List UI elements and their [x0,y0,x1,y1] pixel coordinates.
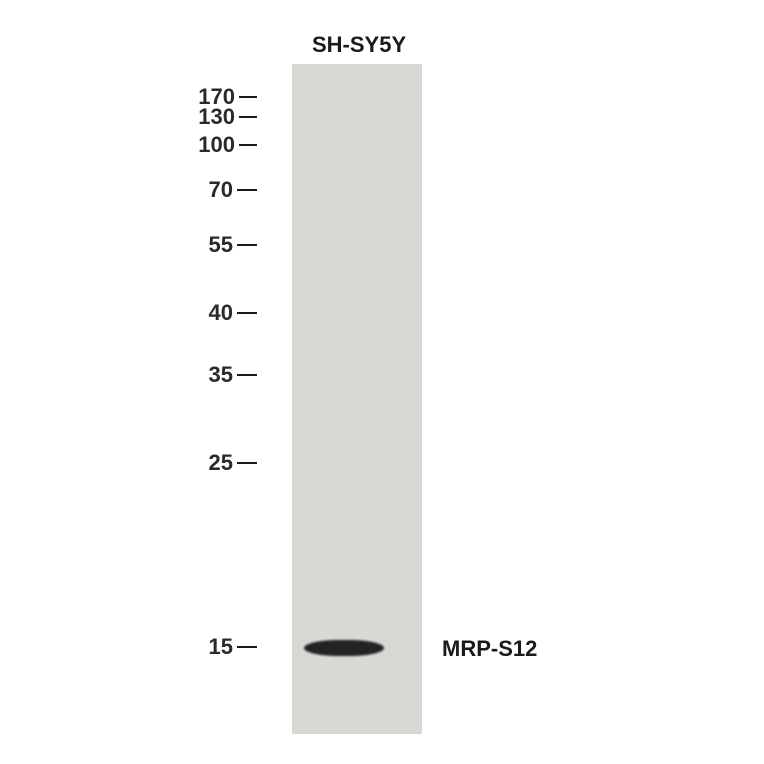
mw-tick [237,312,257,314]
mw-marker: 25 [197,450,257,476]
mw-label: 100 [198,132,235,158]
mw-marker: 130 [197,104,257,130]
mw-marker: 70 [197,177,257,203]
mw-marker: 15 [197,634,257,660]
mw-tick [239,96,257,98]
mw-label: 70 [209,177,233,203]
mw-label: 130 [198,104,235,130]
mw-marker: 35 [197,362,257,388]
protein-band [304,640,384,656]
mw-tick [237,189,257,191]
protein-label: MRP-S12 [442,636,537,662]
mw-marker: 40 [197,300,257,326]
mw-tick [239,116,257,118]
lane-header-label: SH-SY5Y [312,32,406,58]
gel-lane [292,64,422,734]
mw-marker: 100 [197,132,257,158]
mw-label: 15 [209,634,233,660]
western-blot-container: SH-SY5Y 170130100705540352515 MRP-S12 [142,22,622,742]
mw-tick [237,646,257,648]
mw-tick [237,462,257,464]
mw-marker: 55 [197,232,257,258]
mw-label: 40 [209,300,233,326]
mw-tick [237,244,257,246]
mw-label: 35 [209,362,233,388]
mw-tick [239,144,257,146]
mw-tick [237,374,257,376]
mw-label: 55 [209,232,233,258]
mw-label: 25 [209,450,233,476]
